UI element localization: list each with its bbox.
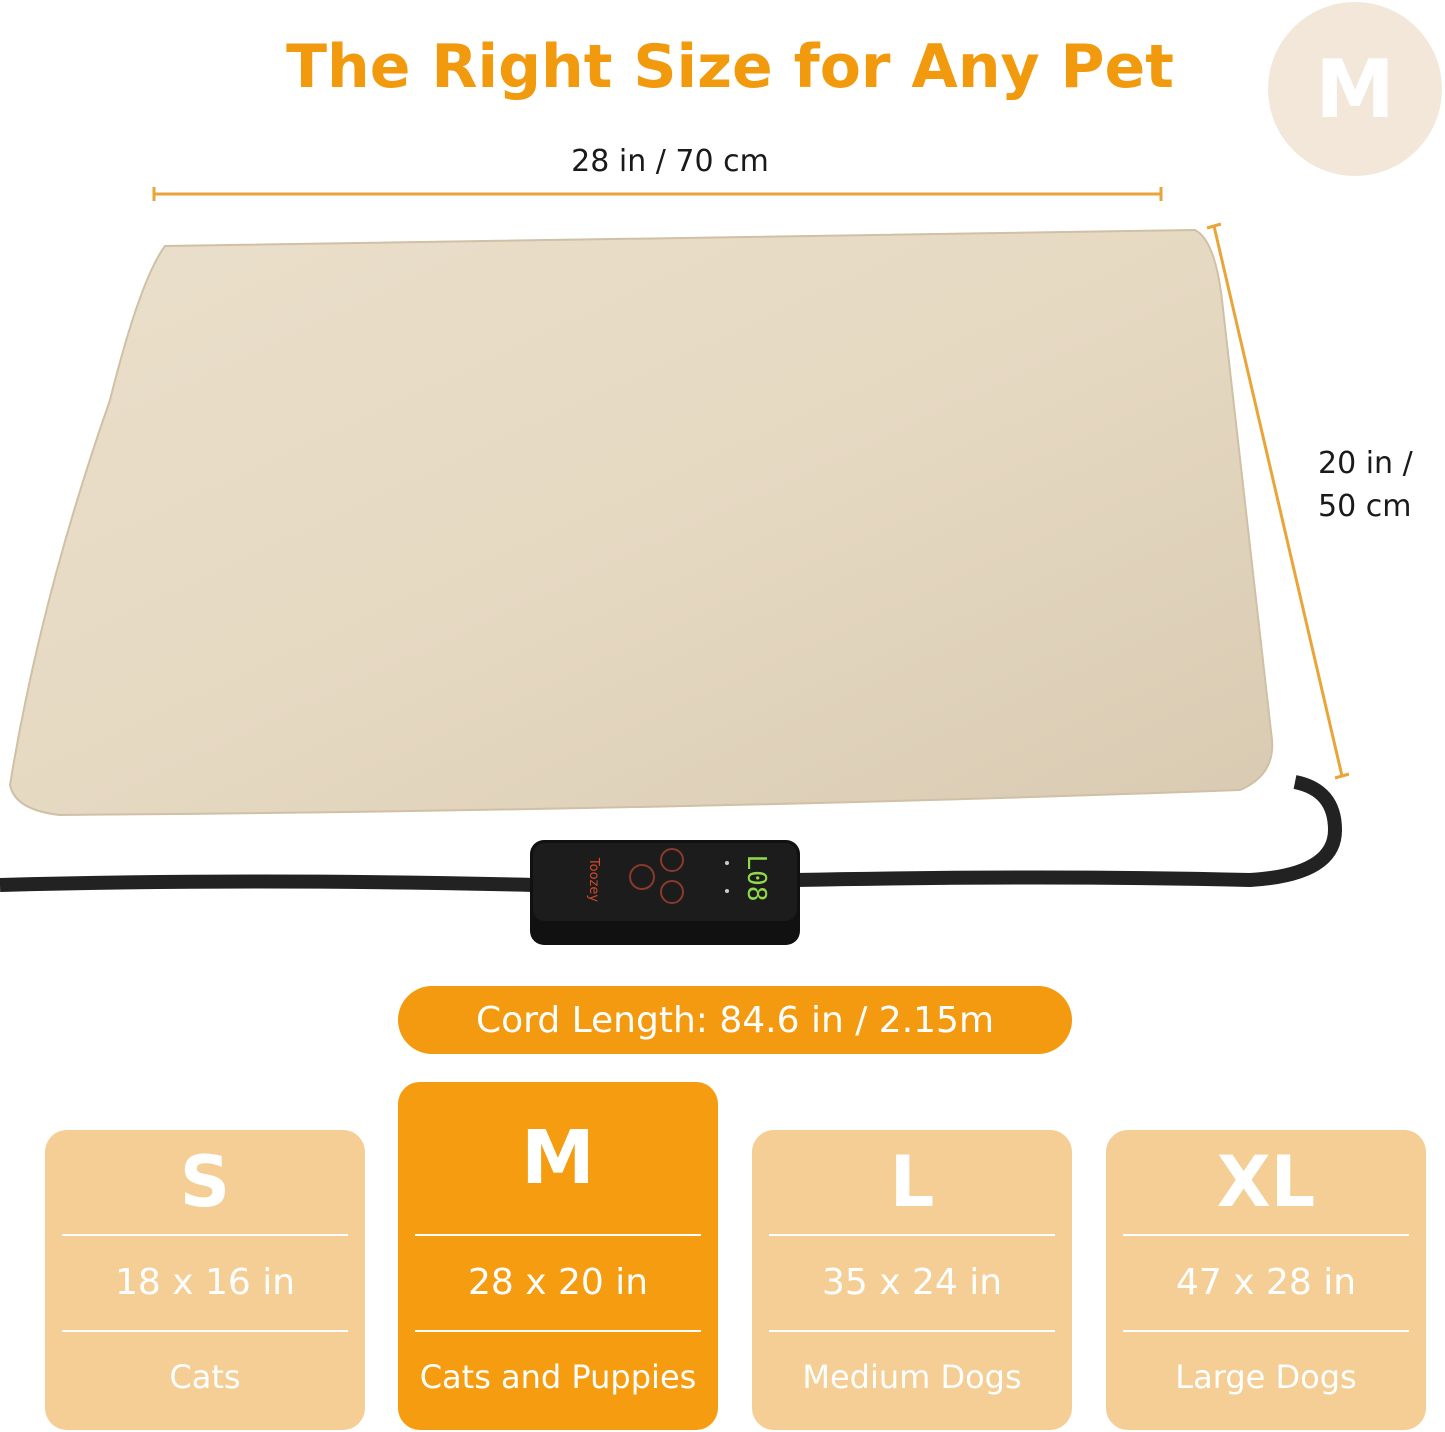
height-label: 20 in / 50 cm — [1318, 442, 1413, 528]
product-illustration: Toozey L08 — [0, 187, 1350, 945]
height-label-line2: 50 cm — [1318, 489, 1412, 524]
page-title: The Right Size for Any Pet — [286, 32, 1174, 102]
size-letter: S — [179, 1141, 231, 1223]
size-pet-type: Cats and Puppies — [419, 1358, 697, 1396]
controller-brand: Toozey — [586, 857, 601, 902]
height-label-line1: 20 in / — [1318, 446, 1413, 481]
size-card-xl[interactable]: XL 47 x 28 in Large Dogs — [1106, 1130, 1426, 1430]
size-dimensions: 18 x 16 in — [114, 1262, 296, 1303]
power-button-icon — [629, 864, 655, 890]
divider — [769, 1330, 1055, 1332]
size-pet-type: Large Dogs — [1175, 1358, 1357, 1396]
height-dimension-line — [1206, 222, 1350, 780]
power-cord-right — [794, 775, 1343, 888]
divider — [769, 1234, 1055, 1236]
width-dimension-line — [152, 187, 1163, 201]
size-letter: L — [889, 1141, 935, 1223]
size-card-m[interactable]: M 28 x 20 in Cats and Puppies — [398, 1082, 718, 1430]
power-cord — [0, 874, 536, 892]
indicator-led — [725, 889, 729, 893]
size-dimensions: 28 x 20 in — [467, 1262, 649, 1303]
size-pet-type: Medium Dogs — [802, 1358, 1022, 1396]
controller-display: L08 — [741, 855, 771, 902]
divider — [62, 1234, 348, 1236]
divider — [415, 1234, 701, 1236]
size-pet-type: Cats — [169, 1358, 241, 1396]
indicator-led — [725, 861, 729, 865]
temp-button-icon — [660, 880, 684, 904]
width-label: 28 in / 70 cm — [571, 144, 769, 179]
divider — [62, 1330, 348, 1332]
size-dimensions: 47 x 28 in — [1175, 1262, 1357, 1303]
size-card-s[interactable]: S 18 x 16 in Cats — [45, 1130, 365, 1430]
size-card-l[interactable]: L 35 x 24 in Medium Dogs — [752, 1130, 1072, 1430]
temperature-controller: Toozey L08 — [530, 840, 800, 945]
divider — [415, 1330, 701, 1332]
size-letter: M — [521, 1115, 595, 1201]
size-dimensions: 35 x 24 in — [821, 1262, 1003, 1303]
divider — [1123, 1234, 1409, 1236]
size-letter: XL — [1216, 1141, 1316, 1223]
selected-size-badge: M — [1268, 2, 1442, 176]
heating-pad — [8, 228, 1274, 817]
cord-length-badge: Cord Length: 84.6 in / 2.15m — [398, 986, 1072, 1054]
timer-button-icon — [660, 848, 684, 872]
divider — [1123, 1330, 1409, 1332]
